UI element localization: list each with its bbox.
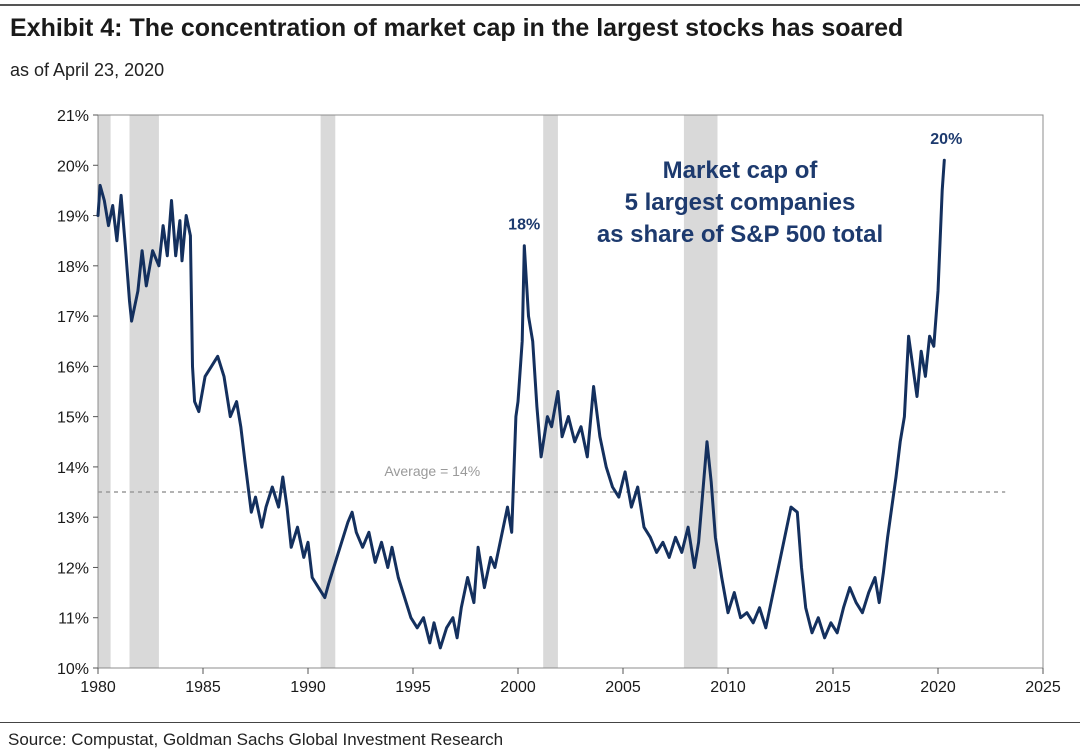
- y-tick-label: 18%: [57, 259, 89, 276]
- x-axis: 1980 1985 1990 1995 2000 2005 2010 2015 2020 2025: [80, 668, 1061, 696]
- y-tick-label: 17%: [57, 309, 89, 326]
- source-note: Source: Compustat, Goldman Sachs Global …: [8, 730, 504, 749]
- x-tick-label: 1990: [290, 679, 326, 696]
- peak-label: 18%: [508, 217, 540, 234]
- chart-title: Exhibit 4: The concentration of market c…: [10, 14, 904, 42]
- series-annotation-line: as share of S&P 500 total: [597, 221, 883, 248]
- y-tick-label: 19%: [57, 209, 89, 226]
- recession-band: [98, 115, 111, 668]
- x-tick-label: 2025: [1025, 679, 1061, 696]
- y-tick-label: 11%: [58, 611, 89, 628]
- recession-band: [683, 115, 718, 668]
- series-line: [96, 158, 946, 650]
- x-tick-label: 1995: [395, 679, 431, 696]
- y-tick-label: 10%: [57, 661, 89, 678]
- recession-bands: [98, 115, 718, 668]
- recession-band: [320, 115, 336, 668]
- x-tick-label: 2015: [815, 679, 851, 696]
- x-tick-label: 2000: [500, 679, 536, 696]
- chart-subtitle: as of April 23, 2020: [10, 60, 165, 80]
- series-group: [96, 158, 946, 650]
- x-tick-label: 1980: [80, 679, 116, 696]
- x-tick-label: 2005: [605, 679, 641, 696]
- peak-label: 20%: [930, 131, 962, 148]
- average-label: Average = 14%: [384, 463, 480, 479]
- average-line-group: Average = 14%: [98, 463, 1006, 493]
- recession-band: [129, 115, 159, 668]
- y-tick-label: 14%: [57, 460, 89, 477]
- plot-border: [97, 114, 1044, 669]
- series-annotation-line: Market cap of: [663, 157, 819, 184]
- y-tick-label: 20%: [57, 158, 89, 175]
- plot-frame: [97, 114, 1044, 669]
- bottom-rule: [0, 722, 1080, 723]
- y-tick-label: 12%: [57, 560, 89, 577]
- annotations: 18% 20% Market cap of 5 largest companies as…: [508, 131, 962, 248]
- y-axis: 10% 11% 12% 13% 14% 15% 16% 17% 18% 19% 20% 21%: [57, 108, 98, 678]
- x-tick-label: 2020: [920, 679, 956, 696]
- y-tick-label: 16%: [57, 359, 89, 376]
- x-tick-label: 2010: [710, 679, 746, 696]
- x-tick-label: 1985: [185, 679, 221, 696]
- series-annotation-line: 5 largest companies: [625, 189, 856, 216]
- top-rule: [0, 4, 1080, 6]
- line-chart: 10% 11% 12% 13% 14% 15% 16% 17% 18% 19% 20% 21% 198…: [57, 108, 1061, 696]
- y-tick-label: 15%: [57, 410, 89, 427]
- y-tick-label: 13%: [57, 510, 89, 527]
- recession-band: [543, 115, 558, 668]
- y-tick-label: 21%: [57, 108, 89, 125]
